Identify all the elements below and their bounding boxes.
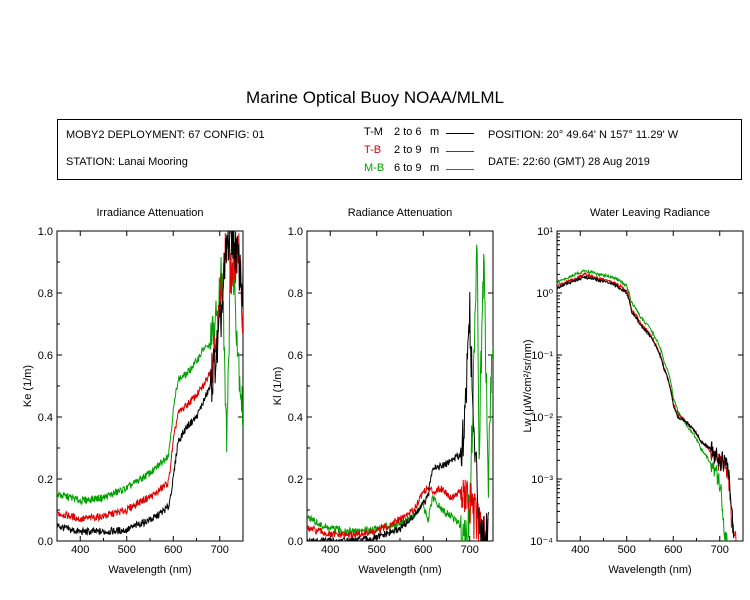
series-line-0-m-b [57, 238, 243, 506]
chart-title-0: Irradiance Attenuation [96, 207, 203, 219]
series-line-2-t-m [557, 275, 735, 539]
y-tick-label-2-2: 10⁻¹ [531, 350, 553, 362]
legend-label-tm: T-M [364, 126, 383, 138]
y-tick-label-2-1: 10⁰ [536, 288, 553, 300]
y-axis-label-2: Lw (μW/cm²/sr/nm) [522, 339, 534, 432]
series-line-0-t-b [57, 232, 243, 523]
x-tick-label-1-1: 500 [368, 544, 386, 556]
x-tick-label-1-2: 600 [414, 544, 432, 556]
x-tick-label-0-3: 700 [211, 544, 229, 556]
legend-range-mb: 6 to 9 [394, 162, 422, 174]
legend-label-mb: M-B [364, 162, 385, 174]
series-line-1-t-m [307, 291, 489, 541]
y-tick-label-0-5: 1.0 [38, 226, 53, 238]
y-tick-label-1-5: 1.0 [288, 226, 303, 238]
x-tick-label-0-0: 400 [71, 544, 89, 556]
y-tick-label-0-2: 0.4 [38, 412, 53, 424]
x-tick-label-1-0: 400 [321, 544, 339, 556]
x-axis-label-2: Wavelength (nm) [608, 564, 691, 576]
legend-label-tb: T-B [364, 144, 382, 156]
chart-title-1: Radiance Attenuation [348, 207, 453, 219]
position-text: POSITION: 20° 49.64' N 157° 11.29' W [488, 129, 679, 141]
legend-line-mb [446, 169, 474, 170]
x-tick-label-0-2: 600 [164, 544, 182, 556]
y-tick-label-1-2: 0.4 [288, 412, 303, 424]
legend-line-tm [446, 133, 474, 134]
y-tick-label-0-4: 0.8 [38, 288, 53, 300]
y-tick-label-0-3: 0.6 [38, 350, 53, 362]
x-axis-label-1: Wavelength (nm) [358, 564, 441, 576]
y-tick-label-0-0: 0.0 [38, 536, 53, 548]
x-tick-label-0-1: 500 [118, 544, 136, 556]
y-tick-label-1-1: 0.2 [288, 474, 303, 486]
y-tick-label-0-1: 0.2 [38, 474, 53, 486]
series-line-1-t-b [307, 479, 489, 541]
x-axis-label-0: Wavelength (nm) [108, 564, 191, 576]
legend-line-tb [446, 151, 474, 152]
date-text: DATE: 22:60 (GMT) 28 Aug 2019 [488, 156, 650, 168]
legend-unit-tb: m [430, 144, 440, 156]
y-axis-label-0: Ke (1/m) [22, 365, 34, 407]
x-tick-label-1-3: 700 [461, 544, 479, 556]
series-line-2-m-b [557, 269, 729, 541]
legend-range-tm: 2 to 6 [394, 126, 422, 138]
y-tick-label-2-4: 10⁻³ [531, 474, 553, 486]
legend-unit-mb: m [430, 162, 440, 174]
chart-main-title: Marine Optical Buoy NOAA/MLML [246, 88, 504, 107]
chart-title-2: Water Leaving Radiance [590, 207, 710, 219]
y-tick-label-2-3: 10⁻² [531, 412, 553, 424]
station-text: STATION: Lanai Mooring [66, 156, 188, 168]
legend-range-tb: 2 to 9 [394, 144, 422, 156]
y-tick-label-2-0: 10¹ [537, 226, 553, 238]
x-tick-label-2-3: 700 [711, 544, 729, 556]
y-tick-label-1-3: 0.6 [288, 350, 303, 362]
y-axis-label-1: Kl (1/m) [272, 367, 284, 406]
deployment-text: MOBY2 DEPLOYMENT: 67 CONFIG: 01 [66, 129, 265, 141]
y-tick-label-1-4: 0.8 [288, 288, 303, 300]
x-tick-label-2-2: 600 [664, 544, 682, 556]
deployment-info-box: MOBY2 DEPLOYMENT: 67 CONFIG: 01 STATION:… [57, 119, 742, 180]
series-line-1-m-b [307, 244, 493, 541]
x-tick-label-2-1: 500 [618, 544, 636, 556]
y-tick-label-1-0: 0.0 [288, 536, 303, 548]
y-tick-label-2-5: 10⁻⁴ [530, 536, 553, 548]
series-line-2-t-b [557, 272, 737, 541]
legend-unit-tm: m [430, 126, 440, 138]
series-line-0-t-m [57, 231, 243, 537]
x-tick-label-2-0: 400 [571, 544, 589, 556]
